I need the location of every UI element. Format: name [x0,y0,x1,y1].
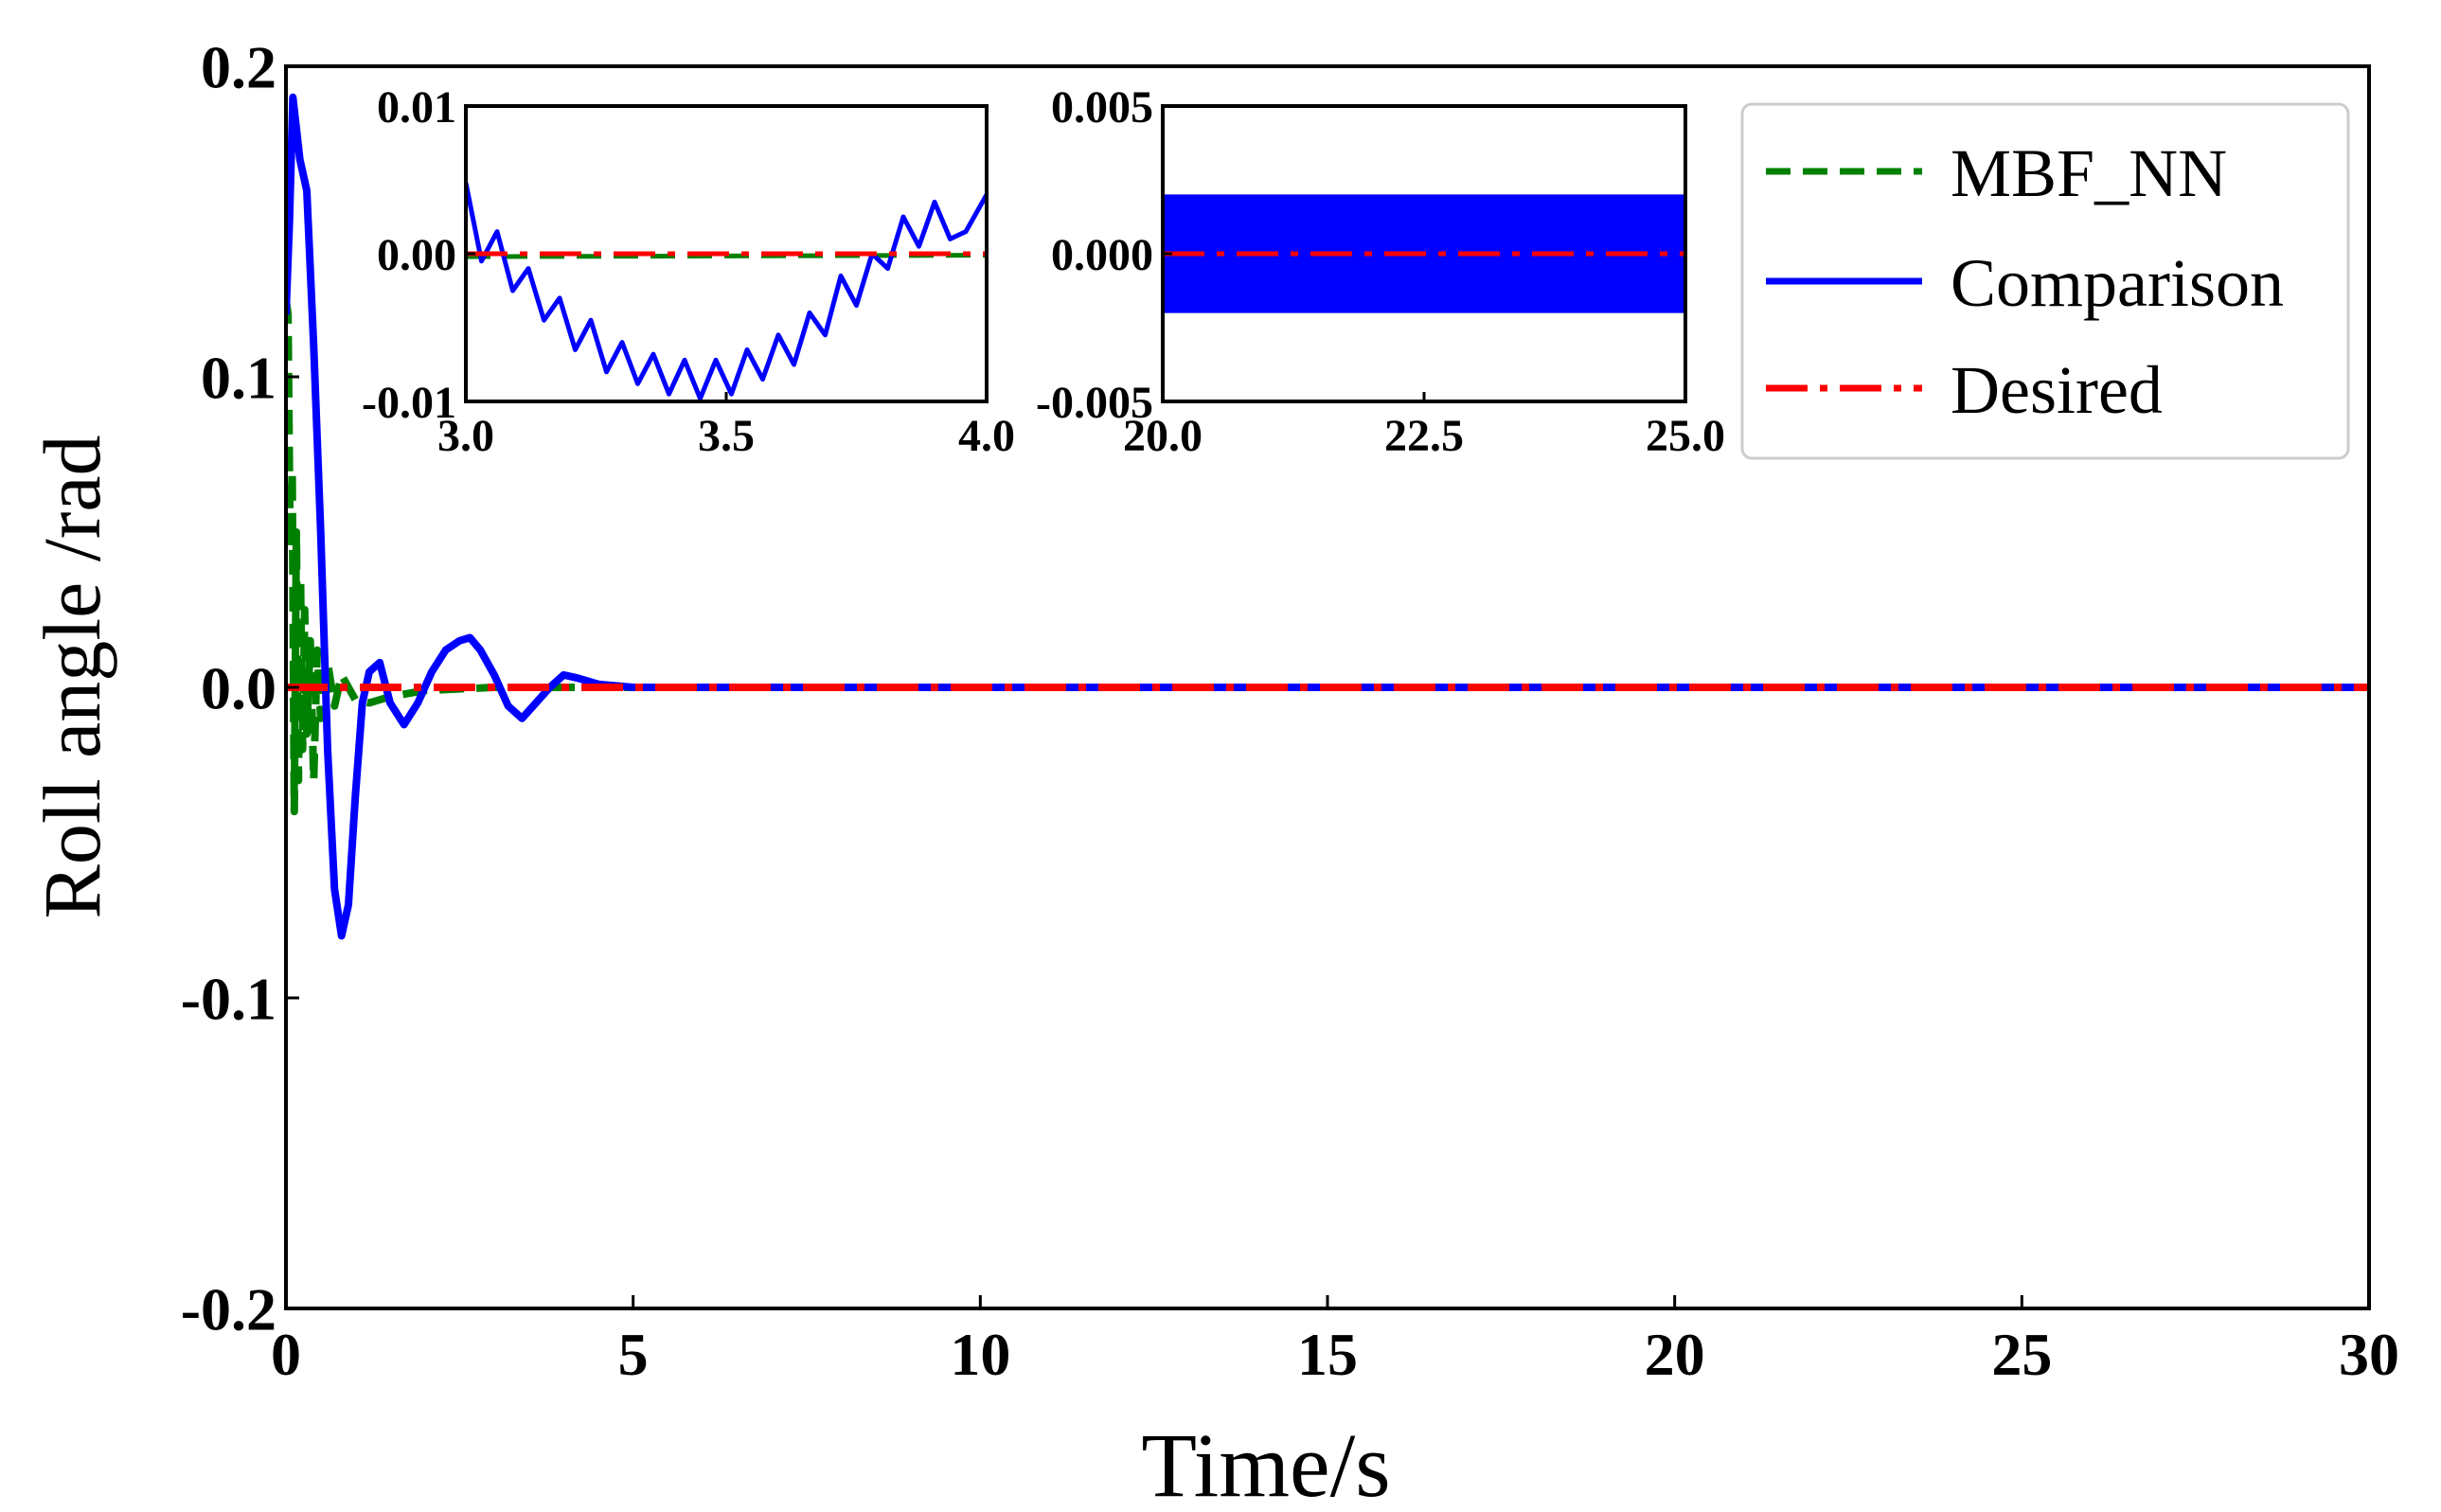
main-series-comparison-line [286,93,2369,940]
inset2-x-ticks: 20.0 22.5 25.0 [1123,392,1725,461]
legend-label-desired: Desired [1951,352,2163,428]
inset2-y-tick-label: 0.000 [1051,230,1153,280]
inset1-x-tick-label: 3.0 [437,411,494,461]
main-x-tick-label: 30 [2339,1321,2399,1388]
legend-entry-mbf-nn: MBF_NN [1766,135,2227,211]
legend-entry-desired: Desired [1766,352,2163,428]
inset2-y-tick-label: -0.005 [1036,378,1153,428]
inset1-y-tick-label: -0.01 [362,378,456,428]
main-y-tick-label: 0.0 [201,654,276,721]
legend-box [1740,102,2350,460]
inset1-x-tick-label: 4.0 [958,411,1015,461]
inset2-x-tick-label: 20.0 [1123,411,1203,461]
main-x-tick-label: 0 [271,1321,301,1388]
inset2-y-tick-label: 0.005 [1051,82,1153,133]
x-axis-title: Time/s [1141,1414,1390,1512]
inset-zoom-3-to-4s: 3.0 3.5 4.0 -0.01 0.00 0.01 [362,82,1015,461]
main-series-layer [286,93,2369,940]
main-y-tick-label: 0.2 [201,33,276,100]
main-x-tick-label: 10 [950,1321,1010,1388]
main-x-tick-label: 25 [1991,1321,2052,1388]
main-y-ticks: -0.2 -0.1 0.0 0.1 0.2 [181,33,299,1343]
inset2-series-layer [1163,194,1685,313]
inset2-y-ticks: -0.005 0.000 0.005 [1036,82,1172,428]
main-y-tick-label: -0.2 [181,1275,276,1343]
inset2-x-tick-label: 22.5 [1384,411,1464,461]
main-x-ticks: 0 5 10 15 20 25 30 [271,1295,2399,1388]
legend-label-comparison: Comparison [1951,245,2284,321]
main-x-tick-label: 15 [1297,1321,1358,1388]
inset1-series-layer [466,182,987,401]
inset2-x-tick-label: 25.0 [1646,411,1725,461]
inset1-series-comparison-line [466,182,987,401]
inset1-x-tick-label: 3.5 [698,411,755,461]
inset1-y-tick-label: 0.00 [377,230,456,280]
main-y-tick-label: 0.1 [201,344,276,411]
inset1-x-ticks: 3.0 3.5 4.0 [437,392,1015,461]
main-y-tick-label: -0.1 [181,965,276,1032]
legend: MBF_NN Comparison Desired [1740,102,2350,460]
legend-entry-comparison: Comparison [1766,245,2284,321]
legend-label-mbf-nn: MBF_NN [1951,135,2227,211]
inset1-y-ticks: -0.01 0.00 0.01 [362,82,475,428]
main-x-tick-label: 5 [618,1321,649,1388]
main-plot: 0 5 10 15 20 25 30 -0.2 -0.1 0.0 0.1 0.2 Time/s Ro… [27,33,2399,1512]
main-x-tick-label: 20 [1645,1321,1705,1388]
inset-zoom-20-to-25s: 20.0 22.5 25.0 -0.005 0.000 0.005 [1036,82,1725,461]
inset1-y-tick-label: 0.01 [377,82,456,133]
y-axis-title: Roll angle /rad [27,435,117,918]
